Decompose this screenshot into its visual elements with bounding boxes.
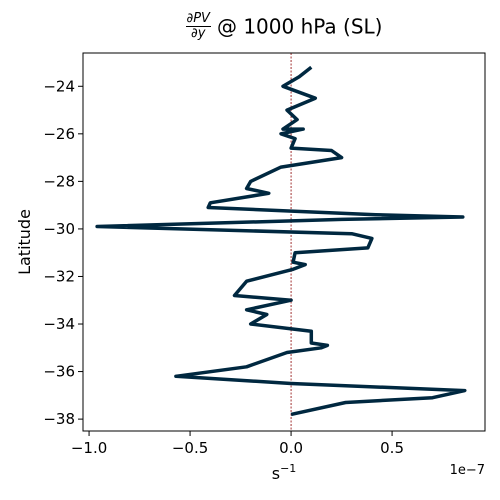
plot-area	[95, 53, 467, 431]
x-axis-offset-label: 1e−7	[450, 463, 485, 478]
x-tick-label: −1.0	[71, 439, 107, 457]
y-tick-label: −32	[43, 267, 75, 285]
title-fraction-numerator: ∂PV	[185, 11, 211, 27]
plot-frame	[82, 52, 486, 432]
y-tick-label: −28	[43, 172, 75, 190]
title-fraction-denominator: ∂y	[191, 26, 206, 41]
title-fraction: ∂PV ∂y	[185, 11, 211, 41]
y-tick-label: −30	[43, 220, 75, 238]
title-text: @ 1000 hPa (SL)	[216, 14, 383, 39]
x-tick-label: 0.5	[380, 439, 404, 457]
x-tick-label: 0.0	[279, 439, 303, 457]
y-axis-label: Latitude	[15, 209, 34, 275]
y-tick-label: −38	[43, 410, 75, 428]
series-line-0	[95, 65, 467, 417]
y-axis: −24 −26 −28 −30 −32 −34 −36 −38	[43, 77, 83, 428]
y-tick-label: −26	[43, 125, 75, 143]
chart-title: ∂PV ∂y @ 1000 hPa (SL)	[83, 12, 485, 41]
x-axis: −1.0 −0.5 0.0 0.5	[71, 431, 404, 457]
y-tick-label: −34	[43, 315, 75, 333]
x-tick-label: −0.5	[172, 439, 208, 457]
y-tick-label: −36	[43, 363, 75, 381]
x-axis-label-superscript: −1	[280, 462, 296, 475]
y-tick-label: −24	[43, 77, 75, 95]
x-axis-label: s−1	[272, 462, 297, 483]
